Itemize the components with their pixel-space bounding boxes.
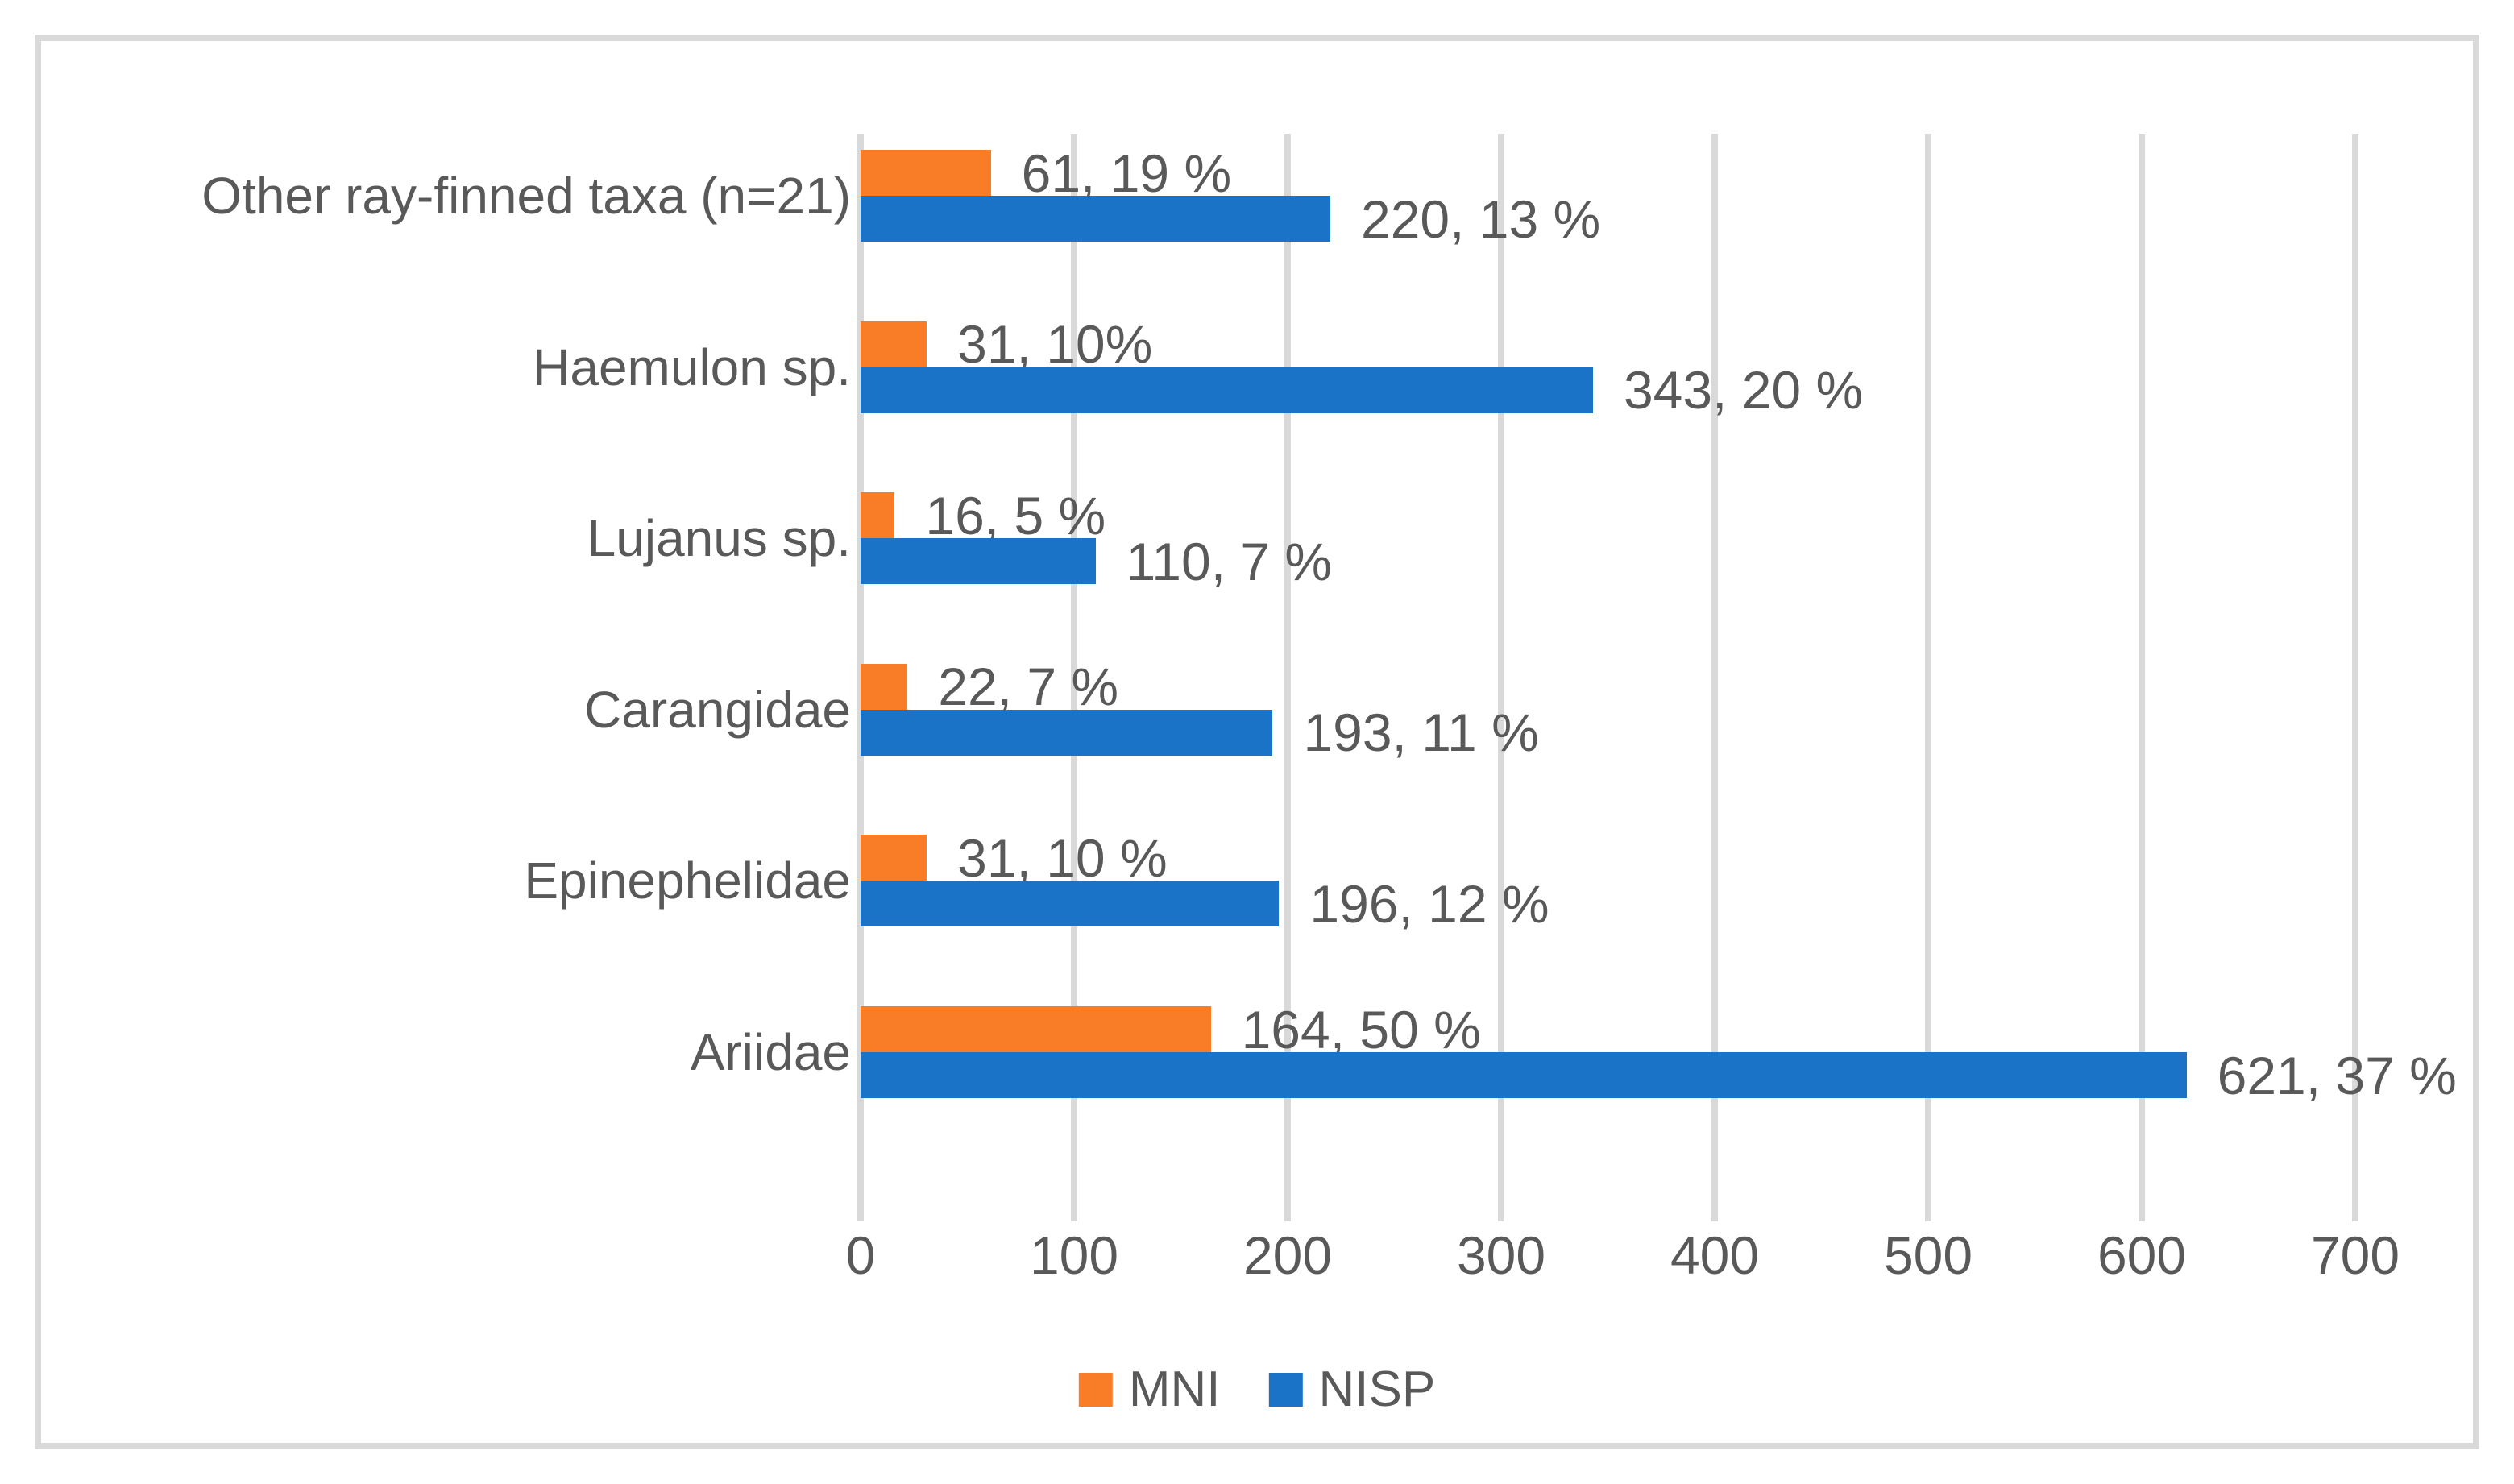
gridline (1925, 134, 1931, 1221)
mni-value-label: 22, 7 % (938, 657, 1119, 717)
nisp-bar (861, 881, 1280, 927)
nisp-legend-swatch-icon (1268, 1373, 1303, 1407)
mni-bar (861, 663, 908, 710)
mni-bar (861, 150, 991, 196)
gridline (1071, 134, 1077, 1221)
gridline (1498, 134, 1504, 1221)
nisp-bar (861, 1052, 2187, 1098)
legend-item-mni: MNI (1078, 1362, 1221, 1417)
nisp-value-label: 621, 37 % (2217, 1045, 2457, 1105)
nisp-value-label: 196, 12 % (1309, 873, 1549, 934)
gridline (1284, 134, 1291, 1221)
x-axis-tick-label: 300 (1456, 1225, 1546, 1285)
category-label: Carangidae (584, 680, 851, 739)
mni-legend-swatch-icon (1078, 1373, 1113, 1407)
category-label: Lujanus sp. (587, 509, 851, 568)
x-axis-tick-label: 500 (1883, 1225, 1973, 1285)
mni-legend-label: MNI (1128, 1362, 1221, 1417)
x-axis-tick-label: 400 (1670, 1225, 1760, 1285)
category-label: Other ray-finned taxa (n=21) (201, 167, 851, 225)
nisp-bar (861, 538, 1096, 585)
x-axis-tick-label: 700 (2310, 1225, 2400, 1285)
category-label: Ariidae (690, 1023, 851, 1081)
gridline (2352, 134, 2358, 1221)
nisp-value-label: 110, 7 % (1126, 531, 1333, 591)
x-axis-tick-label: 0 (845, 1225, 876, 1285)
nisp-bar (861, 196, 1330, 242)
mni-value-label: 16, 5 % (925, 485, 1106, 545)
mni-bar (861, 1006, 1211, 1052)
x-axis-tick-label: 100 (1029, 1225, 1119, 1285)
mni-value-label: 31, 10% (957, 314, 1153, 375)
legend: MNI NISP (1078, 1362, 1435, 1417)
nisp-bar (861, 367, 1593, 413)
x-axis-tick-label: 600 (2097, 1225, 2187, 1285)
gridline (2139, 134, 2145, 1221)
legend-item-nisp: NISP (1268, 1365, 1435, 1415)
mni-bar (861, 492, 895, 539)
gridline (1711, 134, 1718, 1221)
category-label: Haemulon sp. (533, 338, 851, 396)
nisp-value-label: 193, 11 % (1303, 703, 1539, 763)
chart-frame: 0 100 200 300 400 500 600 700 Other ray-finned t… (35, 35, 2479, 1449)
nisp-legend-label: NISP (1318, 1362, 1436, 1417)
mni-value-label: 164, 50 % (1241, 999, 1481, 1059)
category-label: Epinephelidae (524, 852, 851, 910)
nisp-value-label: 343, 20 % (1623, 360, 1864, 421)
mni-bar (861, 835, 927, 881)
mni-bar (861, 321, 927, 367)
mni-value-label: 31, 10 % (957, 827, 1168, 888)
x-axis-tick-label: 200 (1242, 1225, 1333, 1285)
mni-value-label: 61, 19 % (1021, 143, 1232, 203)
nisp-value-label: 220, 13 % (1361, 189, 1601, 249)
nisp-bar (861, 709, 1273, 756)
